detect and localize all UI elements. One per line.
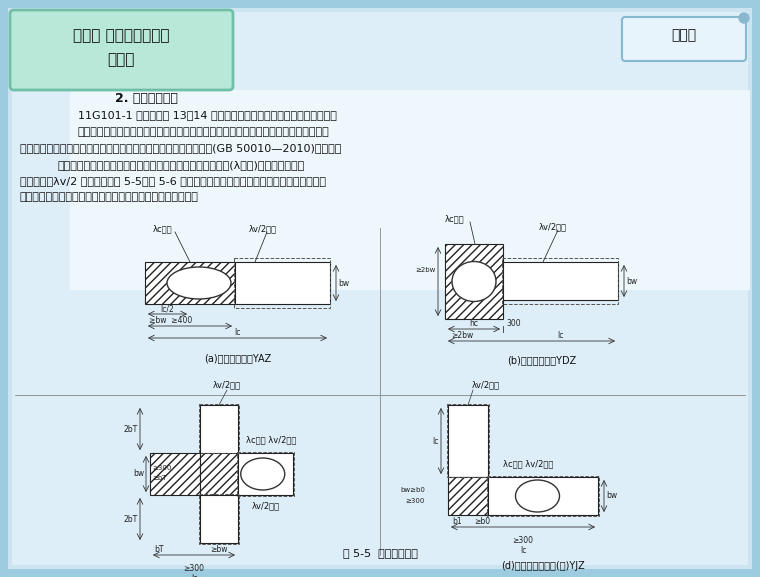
Text: bw: bw	[606, 492, 617, 500]
Bar	[448, 477, 488, 515]
Text: ≥300: ≥300	[152, 465, 171, 471]
Text: lc: lc	[557, 331, 564, 340]
Text: 11G101-1 系列图集第 13、14 页给出了各类墙柱的截面形状与几何尺寸。: 11G101-1 系列图集第 13、14 页给出了各类墙柱的截面形状与几何尺寸。	[78, 110, 337, 120]
Text: 部分的配筋特点在后面约束边缘构件的钉筋构造中进行讨论。: 部分的配筋特点在后面约束边缘构件的钉筋构造中进行讨论。	[20, 192, 199, 202]
Bar	[200, 405, 238, 543]
Ellipse shape	[452, 261, 496, 302]
Text: lc: lc	[432, 436, 439, 445]
Text: lc/2: lc/2	[160, 304, 174, 313]
Text: ≥bw: ≥bw	[211, 545, 228, 554]
Text: ≥300: ≥300	[512, 536, 534, 545]
Ellipse shape	[167, 267, 231, 299]
Bar	[488, 477, 598, 515]
Text: (b)约束边缘端柱YDZ: (b)约束边缘端柱YDZ	[507, 355, 576, 365]
Text: λv/2区域: λv/2区域	[249, 224, 277, 233]
Text: 300: 300	[506, 319, 521, 328]
Text: (d)约束边缘转角墙(柱)YJZ: (d)约束边缘转角墙(柱)YJZ	[501, 561, 585, 571]
Text: λv/2区域: λv/2区域	[252, 501, 280, 510]
FancyBboxPatch shape	[10, 10, 233, 90]
Text: 约束边缘构件适用于较高抗震等级剪力墙的重要部位，其平面形状有较高的要求。设置: 约束边缘构件适用于较高抗震等级剪力墙的重要部位，其平面形状有较高的要求。设置	[78, 127, 330, 137]
Text: hc: hc	[470, 319, 479, 328]
Bar	[502, 258, 618, 304]
Bar	[235, 262, 330, 304]
Bar	[199, 494, 239, 544]
Text: bw: bw	[626, 276, 637, 286]
Text: ≥2bw: ≥2bw	[451, 331, 473, 340]
Text: 图 5-5  约束边缘构件: 图 5-5 约束边缘构件	[343, 548, 417, 558]
Text: ≥2bw: ≥2bw	[416, 267, 436, 273]
Text: ≥bw  ≥400: ≥bw ≥400	[149, 316, 192, 325]
Text: bT: bT	[154, 545, 163, 554]
Bar	[70, 90, 750, 290]
Bar	[445, 244, 503, 319]
Ellipse shape	[241, 458, 285, 490]
Bar	[503, 262, 618, 300]
Text: ≥bT: ≥bT	[152, 475, 166, 481]
Text: λv/2区域: λv/2区域	[539, 222, 567, 231]
Ellipse shape	[739, 13, 749, 23]
Text: 2bT: 2bT	[124, 425, 138, 433]
Text: bw≥b0: bw≥b0	[400, 487, 425, 493]
Bar	[234, 258, 330, 308]
Text: bw: bw	[338, 279, 349, 287]
Text: 构造边缘构件只有阴影部分，而约束边缘构件除了阴影部分(λ区域)以外，还有一个: 构造边缘构件只有阴影部分，而约束边缘构件除了阴影部分(λ区域)以外，还有一个	[58, 160, 306, 170]
Ellipse shape	[515, 480, 559, 512]
Text: 虚线部分（λv/2 区域），如图 5-5、图 5-6 所示。已知阴影部分是配置箍筋的区域，关于虚线: 虚线部分（λv/2 区域），如图 5-5、图 5-6 所示。已知阴影部分是配置箍…	[20, 176, 326, 186]
Text: ≥b0: ≥b0	[474, 517, 490, 526]
Text: λc区域 λv/2区域: λc区域 λv/2区域	[503, 459, 553, 468]
Bar	[150, 453, 200, 495]
Text: 章二节: 章二节	[671, 28, 697, 42]
Bar	[447, 404, 489, 477]
Text: lc: lc	[234, 328, 241, 337]
Bar	[200, 453, 238, 495]
Text: 2bT: 2bT	[124, 515, 138, 523]
Text: ≥300: ≥300	[406, 498, 425, 504]
Text: bw: bw	[133, 470, 144, 478]
Bar	[199, 404, 239, 453]
Text: lc: lc	[520, 546, 526, 555]
Text: 2. 墙柱截面尺寸: 2. 墙柱截面尺寸	[115, 92, 178, 105]
Bar	[487, 476, 599, 516]
Text: 图识读: 图识读	[107, 52, 135, 67]
Text: λc区域 λv/2区域: λc区域 λv/2区域	[246, 435, 296, 444]
Bar	[238, 453, 293, 495]
Text: λc区域: λc区域	[445, 214, 465, 223]
Text: ≥300: ≥300	[183, 564, 204, 573]
Text: (a)约束边缘暗柱YAZ: (a)约束边缘暗柱YAZ	[204, 353, 271, 363]
Text: b1: b1	[452, 517, 461, 526]
Text: λv/2区域: λv/2区域	[213, 380, 241, 389]
Text: 约束边缘构件和构造边缘构件的范围依据《混凝土结构设计规范》(GB 50010—2010)的规定。: 约束边缘构件和构造边缘构件的范围依据《混凝土结构设计规范》(GB 50010—2…	[20, 143, 341, 153]
Text: 第五章 剪力墙平法施工: 第五章 剪力墙平法施工	[73, 28, 169, 43]
Bar	[237, 452, 294, 496]
Text: λc区域: λc区域	[154, 224, 173, 233]
Text: lc: lc	[191, 574, 197, 577]
Text: λv/2区域: λv/2区域	[472, 380, 500, 389]
FancyBboxPatch shape	[622, 17, 746, 61]
Bar	[448, 405, 488, 477]
Bar	[145, 262, 235, 304]
